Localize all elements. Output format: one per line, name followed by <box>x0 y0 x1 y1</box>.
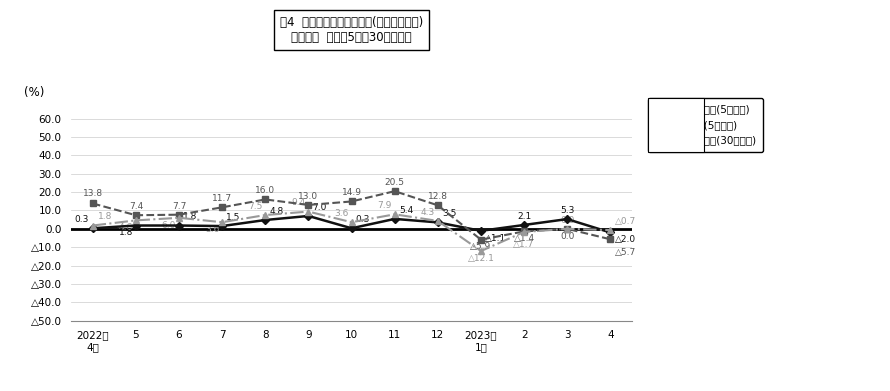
Text: △1.7: △1.7 <box>514 240 535 249</box>
製造業(5人以上) <box>605 237 616 242</box>
Text: 7.5: 7.5 <box>248 202 263 211</box>
Text: 1.0: 1.0 <box>668 120 684 130</box>
Text: △12.1: △12.1 <box>467 254 494 263</box>
調査産業計(5人以上) <box>174 223 184 228</box>
調査産業計(5人以上) <box>605 230 616 235</box>
調査産業計(5人以上) <box>389 217 400 221</box>
調査産業計(30人以上) <box>260 213 271 217</box>
Text: 3.5: 3.5 <box>442 209 457 218</box>
Text: 7.9: 7.9 <box>377 201 392 210</box>
調査産業計(5人以上) <box>131 223 142 228</box>
Text: 1.8: 1.8 <box>118 228 134 237</box>
Text: 4.3: 4.3 <box>421 208 435 217</box>
Text: 4.8: 4.8 <box>270 207 284 216</box>
Text: 0.0: 0.0 <box>560 216 574 225</box>
Text: 12.8: 12.8 <box>428 192 448 201</box>
製造業(5人以上) <box>131 213 142 217</box>
Text: 1.8: 1.8 <box>98 212 113 221</box>
Text: △2.0: △2.0 <box>614 235 635 244</box>
Line: 調査産業計(5人以上): 調査産業計(5人以上) <box>90 213 613 235</box>
Text: 7.4: 7.4 <box>129 202 143 211</box>
調査産業計(5人以上) <box>303 213 314 218</box>
Text: 1.5: 1.5 <box>226 213 240 222</box>
調査産業計(30人以上) <box>217 220 228 224</box>
Text: 6.0: 6.0 <box>162 221 176 230</box>
調査産業計(30人以上) <box>519 230 530 234</box>
Text: △1.4: △1.4 <box>514 234 535 243</box>
製造業(5人以上) <box>475 237 486 242</box>
製造業(5人以上) <box>87 201 98 206</box>
調査産業計(5人以上) <box>260 218 271 222</box>
調査産業計(30人以上) <box>433 219 443 223</box>
製造業(5人以上) <box>217 205 228 210</box>
Text: △1.1: △1.1 <box>485 233 506 243</box>
製造業(5人以上) <box>303 203 314 207</box>
Text: 0.0: 0.0 <box>560 231 574 240</box>
製造業(5人以上) <box>174 212 184 217</box>
Text: △0.7: △0.7 <box>614 217 635 226</box>
調査産業計(30人以上) <box>174 215 184 220</box>
Text: 1.0: 1.0 <box>668 138 684 148</box>
Line: 調査産業計(30人以上): 調査産業計(30人以上) <box>90 209 613 254</box>
調査産業計(5人以上) <box>346 226 357 231</box>
製造業(5人以上) <box>562 226 572 231</box>
Text: 14.9: 14.9 <box>342 188 361 197</box>
Text: 13.8: 13.8 <box>83 189 103 198</box>
調査産業計(30人以上) <box>389 212 400 217</box>
Text: 9.4: 9.4 <box>291 198 305 207</box>
製造業(5人以上) <box>346 199 357 204</box>
製造業(5人以上) <box>260 197 271 202</box>
Text: 11.7: 11.7 <box>212 194 232 203</box>
調査産業計(5人以上) <box>475 228 486 233</box>
Text: 20.5: 20.5 <box>384 178 405 187</box>
調査産業計(5人以上) <box>519 222 530 227</box>
Text: 7.7: 7.7 <box>172 201 186 210</box>
Text: 2.1: 2.1 <box>517 212 531 221</box>
Text: △5.7: △5.7 <box>614 248 635 256</box>
Text: 3.6: 3.6 <box>335 209 349 218</box>
Text: 16.0: 16.0 <box>255 186 275 195</box>
Text: 0.3: 0.3 <box>356 215 370 224</box>
調査産業計(30人以上) <box>87 223 98 228</box>
Text: 4.6: 4.6 <box>119 223 134 232</box>
Text: 13.0: 13.0 <box>298 192 319 201</box>
製造業(5人以上) <box>389 189 400 194</box>
調査産業計(5人以上) <box>562 217 572 221</box>
調査産業計(30人以上) <box>562 226 572 231</box>
Text: 0.3: 0.3 <box>74 215 89 224</box>
Text: 図4  所定外労働時間の推移(対前年同月比)
　　　　  －規模5人・30人以上－: 図4 所定外労働時間の推移(対前年同月比) －規模5人・30人以上－ <box>280 16 423 44</box>
調査産業計(30人以上) <box>131 218 142 223</box>
製造業(5人以上) <box>519 229 530 234</box>
Text: 5.3: 5.3 <box>560 206 574 215</box>
Text: 1.8: 1.8 <box>183 212 198 221</box>
調査産業計(5人以上) <box>87 226 98 231</box>
調査産業計(5人以上) <box>433 220 443 225</box>
Line: 製造業(5人以上): 製造業(5人以上) <box>90 188 613 242</box>
調査産業計(5人以上) <box>217 224 228 228</box>
Text: (%): (%) <box>23 86 44 99</box>
Text: 3.6: 3.6 <box>205 225 219 234</box>
調査産業計(30人以上) <box>346 220 357 224</box>
Text: 7.0: 7.0 <box>312 203 327 212</box>
Text: △5.9: △5.9 <box>470 242 491 251</box>
調査産業計(30人以上) <box>303 209 314 214</box>
Text: 5.4: 5.4 <box>399 206 413 215</box>
製造業(5人以上) <box>433 203 443 208</box>
調査産業計(30人以上) <box>605 228 616 233</box>
Legend: 調査産業計(5人以上), 製造業(5人以上), 調査産業計(30人以上): 調査産業計(5人以上), 製造業(5人以上), 調査産業計(30人以上) <box>648 98 764 152</box>
調査産業計(30人以上) <box>475 249 486 253</box>
Text: 例：1.0: 例：1.0 <box>661 102 691 112</box>
